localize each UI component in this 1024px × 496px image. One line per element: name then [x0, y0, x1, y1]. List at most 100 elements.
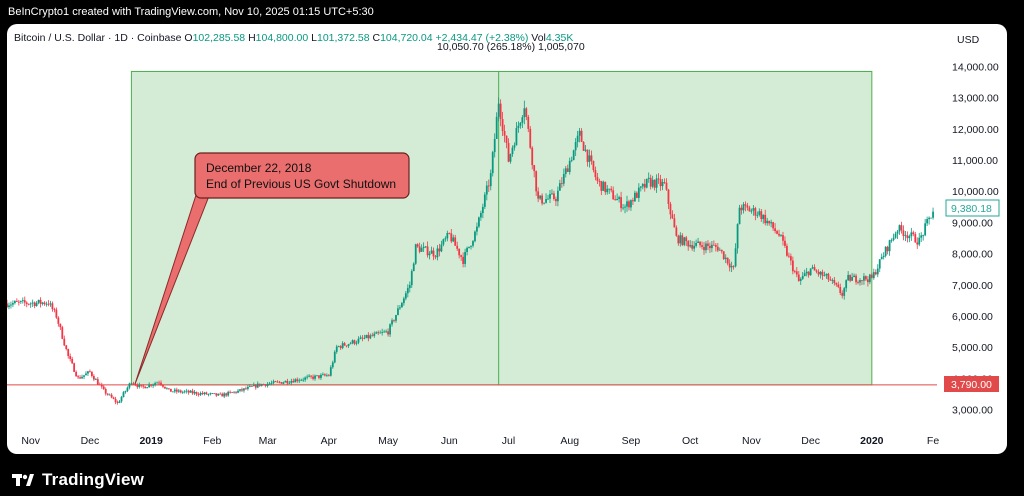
- candle: [231, 391, 233, 393]
- candle: [207, 393, 210, 397]
- candle: [724, 254, 727, 264]
- candle: [689, 240, 692, 248]
- candle-body: [345, 345, 348, 347]
- candle: [456, 241, 459, 251]
- candle-body: [809, 268, 812, 276]
- candle-body: [79, 377, 81, 379]
- candle: [10, 301, 12, 309]
- candle-body: [744, 204, 747, 206]
- candle: [272, 379, 275, 385]
- candle-body: [675, 227, 678, 236]
- candle-body: [612, 190, 615, 200]
- candle: [438, 243, 441, 257]
- candle-body: [229, 391, 232, 393]
- candle: [385, 329, 388, 334]
- candle: [786, 243, 788, 257]
- candle: [51, 301, 54, 312]
- candle-body: [284, 380, 287, 383]
- candle: [468, 246, 470, 249]
- candle: [241, 387, 243, 393]
- candle: [154, 381, 156, 387]
- candle: [381, 328, 384, 336]
- candle: [347, 343, 350, 348]
- candle: [237, 388, 239, 394]
- candle-body: [17, 301, 20, 303]
- candle: [37, 299, 40, 305]
- candle-body: [707, 243, 709, 246]
- candle-body: [653, 179, 656, 188]
- candle: [491, 150, 494, 177]
- candle: [695, 239, 698, 248]
- candle-body: [493, 138, 496, 153]
- candle: [351, 339, 354, 345]
- candle: [393, 319, 395, 323]
- candle-body: [298, 380, 301, 382]
- candle: [209, 392, 212, 396]
- candle-body: [302, 379, 305, 381]
- candle-body: [487, 185, 490, 187]
- candle-body: [294, 379, 297, 383]
- candle: [294, 378, 297, 383]
- candle-body: [268, 383, 271, 385]
- candle: [878, 259, 881, 273]
- candle-body: [922, 235, 925, 237]
- candle-body: [863, 276, 865, 281]
- candle: [564, 165, 567, 178]
- candle-body: [146, 387, 149, 389]
- candle-body: [829, 279, 832, 281]
- candle-body: [201, 393, 204, 394]
- candle: [584, 144, 587, 153]
- candle-body: [894, 233, 897, 238]
- candle-body: [782, 235, 784, 241]
- candle-body: [45, 303, 48, 305]
- candle-body: [898, 225, 901, 232]
- candle-body: [7, 303, 8, 308]
- candle: [645, 178, 648, 189]
- candle: [150, 384, 153, 388]
- candle: [108, 393, 111, 396]
- candle: [523, 100, 526, 125]
- candle: [59, 323, 62, 330]
- candle: [894, 231, 897, 239]
- candle-body: [304, 377, 307, 380]
- candle-body: [312, 376, 314, 379]
- candle-body: [160, 382, 162, 385]
- candle: [600, 180, 603, 196]
- annotation-box[interactable]: [194, 152, 410, 199]
- candle-body: [843, 288, 846, 296]
- candle: [274, 380, 277, 383]
- candle-body: [683, 237, 686, 245]
- price-chart[interactable]: 3,000.004,000.005,000.006,000.007,000.00…: [7, 24, 1007, 454]
- candle-body: [118, 401, 121, 403]
- candle: [541, 193, 543, 206]
- candle-body: [505, 135, 508, 143]
- candle-body: [711, 244, 713, 249]
- candle: [442, 238, 445, 247]
- candle-body: [639, 186, 642, 188]
- candle-body: [158, 382, 160, 384]
- candle: [795, 266, 798, 278]
- candle-body: [401, 303, 403, 308]
- candle: [92, 374, 95, 382]
- candle-body: [63, 338, 66, 346]
- candle-body: [272, 381, 275, 383]
- candle-body: [43, 302, 46, 305]
- candle-body: [835, 282, 838, 285]
- candle: [578, 127, 581, 143]
- candle: [815, 269, 818, 274]
- candle-body: [801, 276, 804, 279]
- candle: [928, 216, 931, 225]
- candle-body: [339, 346, 342, 349]
- candle: [223, 392, 226, 399]
- candle-body: [602, 181, 605, 191]
- chart-panel[interactable]: Bitcoin / U.S. Dollar · 1D · Coinbase O1…: [7, 24, 1007, 454]
- candle: [233, 391, 235, 394]
- time-tick-label: Feb: [203, 435, 221, 447]
- candle: [529, 126, 532, 150]
- candle: [643, 179, 646, 192]
- candle-body: [553, 193, 555, 200]
- candle: [179, 389, 182, 394]
- candle: [402, 296, 405, 306]
- candle: [75, 370, 78, 377]
- candle: [586, 149, 589, 167]
